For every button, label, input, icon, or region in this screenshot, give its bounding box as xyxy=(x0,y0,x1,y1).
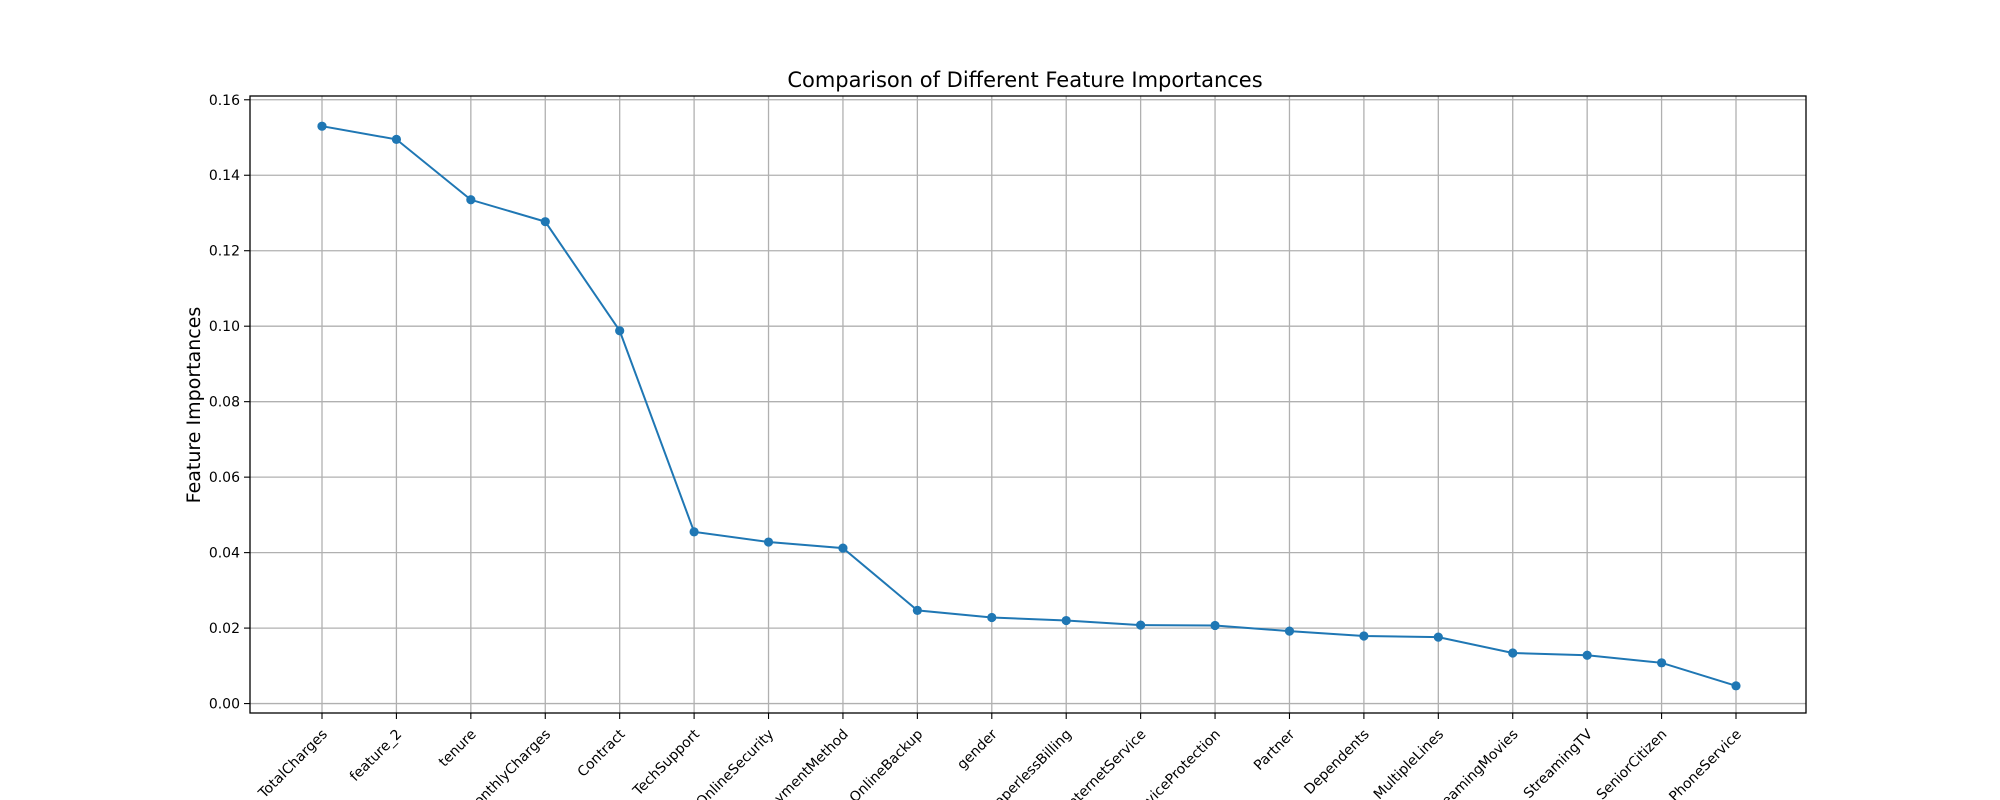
x-tick-label: gender xyxy=(954,726,1001,773)
x-tick-label: OnlineSecurity xyxy=(693,727,777,800)
data-point-tenure xyxy=(466,195,476,205)
data-point-paperlessbilling xyxy=(1061,615,1071,626)
data-point-partner xyxy=(1284,626,1295,636)
x-tick-label: Partner xyxy=(1251,726,1298,773)
data-point-streamingtv xyxy=(1582,650,1592,660)
data-point-feature-2 xyxy=(391,134,402,144)
x-tick-label: Contract xyxy=(575,726,629,780)
plot-frame xyxy=(249,95,1807,714)
data-point-dependents xyxy=(1359,631,1369,641)
data-point-streamingmovies xyxy=(1508,648,1518,658)
data-point-paymentmethod xyxy=(838,543,848,553)
data-point-onlinesecurity xyxy=(763,537,774,547)
data-point-contract xyxy=(615,326,625,336)
x-tick-label: feature_2 xyxy=(347,727,405,785)
y-tick-label: 0.10 xyxy=(209,319,240,335)
data-point-techsupport xyxy=(689,527,699,537)
y-tick-label: 0.04 xyxy=(209,546,240,562)
x-tick-label: TotalCharges xyxy=(255,727,331,800)
y-tick-label: 0.14 xyxy=(209,168,240,184)
x-tick-label: InternetService xyxy=(1062,727,1149,800)
x-tick-label: Dependents xyxy=(1301,727,1372,798)
data-point-seniorcitizen xyxy=(1656,658,1667,668)
x-axis: TotalCharges feature_2 tenureMonthlyCharge… xyxy=(255,713,1745,800)
data-point-multiplelines xyxy=(1433,632,1443,642)
y-tick-label: 0.06 xyxy=(209,470,240,486)
data-point-onlinebackup xyxy=(912,605,922,615)
data-point-deviceprotection xyxy=(1210,620,1220,631)
grid xyxy=(250,96,1806,713)
x-tick-label: StreamingTV xyxy=(1521,726,1597,800)
y-tick-label: 0.00 xyxy=(209,697,240,713)
x-tick-label: SeniorCitizen xyxy=(1594,727,1671,800)
y-tick-label: 0.02 xyxy=(209,621,240,637)
series-feature-importances xyxy=(317,121,1741,691)
data-point-phoneservice xyxy=(1731,681,1741,691)
data-point-gender xyxy=(987,612,997,623)
x-tick-label: TechSupport xyxy=(630,726,704,800)
y-tick-label: 0.12 xyxy=(209,244,240,260)
x-tick-label: PhoneService xyxy=(1666,727,1745,800)
chart-title: Comparison of Different Feature Importan… xyxy=(787,68,1262,92)
y-tick-label: 0.08 xyxy=(209,395,240,411)
data-point-totalcharges xyxy=(317,121,327,131)
x-tick-label: OnlineBackup xyxy=(847,726,927,800)
data-point-monthlycharges xyxy=(540,217,550,227)
y-axis: 0.00 0.02 0.04 0.06 0.08 0.10 0.12 0.14 0.16 xyxy=(209,93,250,713)
x-tick-label: MultipleLines xyxy=(1371,727,1447,800)
data-point-internetservice xyxy=(1136,620,1146,630)
y-axis-label: Feature Importances xyxy=(183,307,205,504)
x-tick-label: tenure xyxy=(436,727,480,771)
series-line xyxy=(321,125,1737,687)
y-tick-label: 0.16 xyxy=(209,93,240,109)
